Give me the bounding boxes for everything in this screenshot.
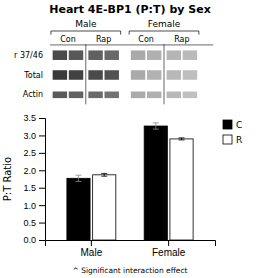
blot-band (167, 50, 181, 60)
legend: CR (223, 120, 242, 145)
blot-band (69, 92, 83, 99)
blot-band (131, 50, 145, 60)
y-tick-label: 2.0 (23, 166, 36, 176)
footnote: ^ Significant interaction effect (72, 266, 187, 275)
error-bar (153, 123, 159, 129)
blot-band (131, 70, 145, 80)
group-label: Male (75, 19, 97, 29)
y-tick-label: 3.5 (23, 113, 36, 123)
y-tick: 2.0 (23, 166, 45, 176)
y-tick-label: 0.0 (23, 235, 36, 245)
y-tick-label: 3.0 (23, 131, 36, 141)
legend-label: C (236, 120, 242, 130)
x-tick-label: Male (81, 247, 103, 258)
x-tick-label: Female (152, 247, 186, 258)
bar (67, 178, 90, 240)
blot-band (69, 70, 83, 80)
blot-row-label: Actin (23, 90, 43, 99)
y-tick-mark (39, 223, 45, 224)
title: Heart 4E-BP1 (P:T) by Sex (49, 3, 210, 16)
condition-label: Rap (96, 35, 111, 44)
x-tick-mark (168, 240, 169, 246)
blot-band (147, 50, 161, 60)
y-axis-line (39, 119, 46, 241)
blot-band (147, 70, 161, 80)
blot-band (183, 70, 197, 80)
y-tick-mark (39, 240, 45, 241)
bar (170, 139, 193, 240)
bar (144, 126, 167, 240)
y-tick-label: 0.5 (23, 218, 36, 228)
blot-band (147, 92, 161, 99)
y-tick-label: 2.5 (23, 148, 36, 158)
condition-label: Con (138, 35, 154, 44)
blot-divider (164, 44, 165, 104)
y-tick-mark (39, 205, 45, 206)
group-bracket (129, 31, 199, 35)
blot (53, 50, 198, 98)
error-bar (75, 175, 81, 181)
y-tick: 3.0 (23, 131, 45, 141)
blot-row-label: r 37/46 (14, 51, 43, 60)
blot-band (69, 50, 83, 60)
blot-band (167, 70, 181, 80)
condition-label: Rap (174, 35, 189, 44)
blot-row-label: Total (23, 71, 43, 80)
plot-area (67, 123, 193, 240)
blot-band (131, 92, 145, 99)
blot-band (88, 70, 102, 80)
blot-separator (50, 44, 213, 45)
blot-band (105, 70, 119, 80)
blot-band (88, 92, 102, 99)
legend-item: R (223, 135, 242, 145)
group-bracket (51, 31, 121, 35)
chart: Heart 4E-BP1 (P:T) by Sex r 37/46 Total Act… (0, 0, 278, 278)
blot-band (167, 92, 181, 99)
y-tick: 2.5 (23, 148, 45, 158)
y-tick-label: 1.5 (23, 183, 36, 193)
x-tick: Female (152, 240, 186, 258)
y-tick-mark (39, 135, 45, 136)
y-tick-label: 1.0 (23, 201, 36, 211)
x-tick: Male (81, 240, 103, 258)
group-label: Female (148, 19, 181, 29)
x-axis: Male Female (46, 240, 216, 258)
blot-divider (85, 44, 86, 104)
blot-band (53, 70, 67, 80)
x-tick-mark (91, 240, 92, 246)
y-tick-mark (39, 170, 45, 171)
legend-label: R (236, 135, 242, 145)
y-tick: 3.5 (23, 113, 45, 123)
blot-band (183, 92, 197, 99)
legend-swatch (223, 135, 232, 144)
y-axis-title: P:T Ratio (2, 157, 13, 201)
y-tick: 0.0 (23, 235, 45, 245)
blot-band (105, 50, 119, 60)
x-axis-line (46, 241, 216, 247)
y-tick-mark (39, 153, 45, 154)
blot-band (53, 92, 67, 99)
y-tick: 1.0 (23, 201, 45, 211)
error-bar (179, 138, 185, 140)
blot-band (105, 92, 119, 99)
y-tick-mark (39, 188, 45, 189)
blot-band (53, 50, 67, 60)
y-axis: 0.0 0.5 1.0 1.5 2.0 2.5 3.0 3.5 (23, 113, 45, 245)
legend-item: C (223, 120, 242, 130)
y-tick-mark (39, 118, 45, 119)
condition-label: Con (60, 35, 76, 44)
y-tick: 1.5 (23, 183, 45, 193)
error-bar (101, 173, 107, 176)
blot-band (88, 50, 102, 60)
bar (93, 175, 116, 240)
blot-band (183, 50, 197, 60)
legend-swatch (223, 120, 232, 129)
y-tick: 0.5 (23, 218, 45, 228)
